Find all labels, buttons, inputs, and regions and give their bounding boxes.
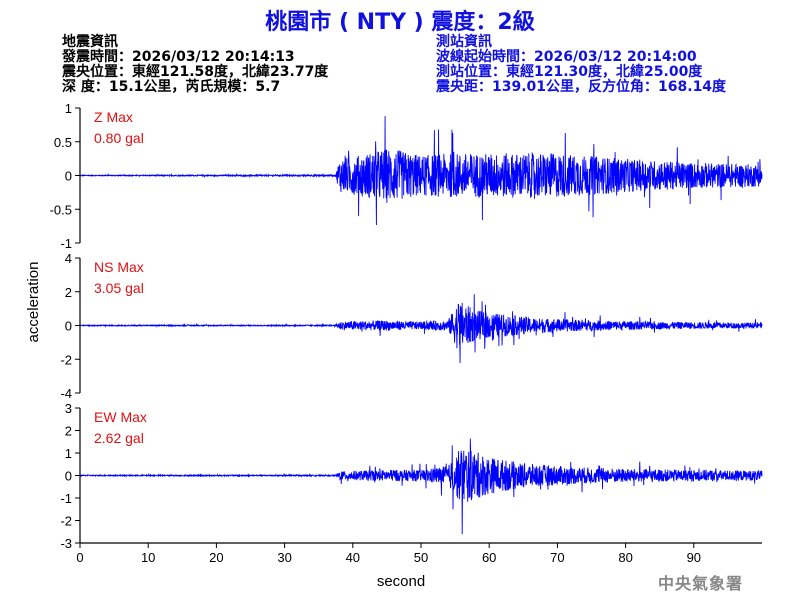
y-tick-label: 1 bbox=[65, 101, 72, 116]
x-tick-label: 40 bbox=[346, 550, 360, 565]
y-tick-label: 0 bbox=[65, 319, 72, 334]
y-tick-label: -3 bbox=[60, 536, 72, 551]
x-tick-label: 80 bbox=[618, 550, 632, 565]
y-tick-label: 3 bbox=[65, 401, 72, 416]
y-tick-label: 0 bbox=[65, 169, 72, 184]
waveform-z bbox=[79, 116, 763, 226]
max-title-ew: EW Max bbox=[94, 409, 147, 425]
y-tick-label: 1 bbox=[65, 446, 72, 461]
x-tick-label: 10 bbox=[141, 550, 155, 565]
max-value-z: 0.80 gal bbox=[94, 130, 144, 146]
earthquake-info-heading: 地震資訊 bbox=[62, 34, 118, 50]
y-tick-label: -1 bbox=[60, 236, 72, 251]
x-tick-label: 0 bbox=[76, 550, 83, 565]
y-tick-label: -2 bbox=[60, 352, 72, 367]
x-tick-label: 20 bbox=[209, 550, 223, 565]
station-location: 測站位置：東經121.30度，北緯25.00度 bbox=[436, 64, 703, 80]
max-title-z: Z Max bbox=[94, 109, 133, 125]
x-axis-label: second bbox=[377, 573, 425, 590]
earthquake-info: 地震資訊 發震時間：2026/03/12 20:14:13 震央位置：東經121… bbox=[62, 35, 328, 95]
x-tick-label: 30 bbox=[277, 550, 291, 565]
max-value-ew: 2.62 gal bbox=[94, 430, 144, 446]
max-value-ns: 3.05 gal bbox=[94, 280, 144, 296]
y-tick-label: -4 bbox=[60, 386, 72, 401]
station-info: 測站資訊 波線起始時間：2026/03/12 20:14:00 測站位置：東經1… bbox=[436, 35, 726, 95]
agency-credit: 中央氣象署 bbox=[658, 574, 744, 593]
y-tick-label: 2 bbox=[65, 285, 72, 300]
epicenter-location: 震央位置：東經121.58度，北緯23.77度 bbox=[62, 64, 329, 80]
y-tick-label: 0.5 bbox=[54, 135, 72, 150]
wave-start-time: 波線起始時間：2026/03/12 20:14:00 bbox=[436, 49, 697, 65]
depth-magnitude: 深 度：15.1公里，芮氏規模：5.7 bbox=[62, 79, 281, 95]
origin-time: 發震時間：2026/03/12 20:14:13 bbox=[62, 49, 295, 65]
y-axis-label: acceleration bbox=[25, 262, 42, 343]
y-tick-label: 0 bbox=[65, 469, 72, 484]
x-tick-label: 50 bbox=[414, 550, 428, 565]
y-tick-label: 4 bbox=[65, 251, 72, 266]
y-tick-label: -1 bbox=[60, 491, 72, 506]
y-tick-label: -2 bbox=[60, 514, 72, 529]
y-tick-label: -0.5 bbox=[50, 202, 72, 217]
x-tick-label: 70 bbox=[550, 550, 564, 565]
x-tick-label: 90 bbox=[687, 550, 701, 565]
max-title-ns: NS Max bbox=[94, 259, 144, 275]
y-tick-label: 2 bbox=[65, 424, 72, 439]
page-title: 桃園市 ( NTY ) 震度：2級 bbox=[265, 10, 535, 35]
x-tick-label: 60 bbox=[482, 550, 496, 565]
waveform-ew bbox=[79, 438, 763, 535]
epicentral-distance: 震央距：139.01公里，反方位角：168.14度 bbox=[436, 79, 727, 95]
station-info-heading: 測站資訊 bbox=[436, 34, 492, 50]
waveform-ns bbox=[79, 294, 763, 363]
